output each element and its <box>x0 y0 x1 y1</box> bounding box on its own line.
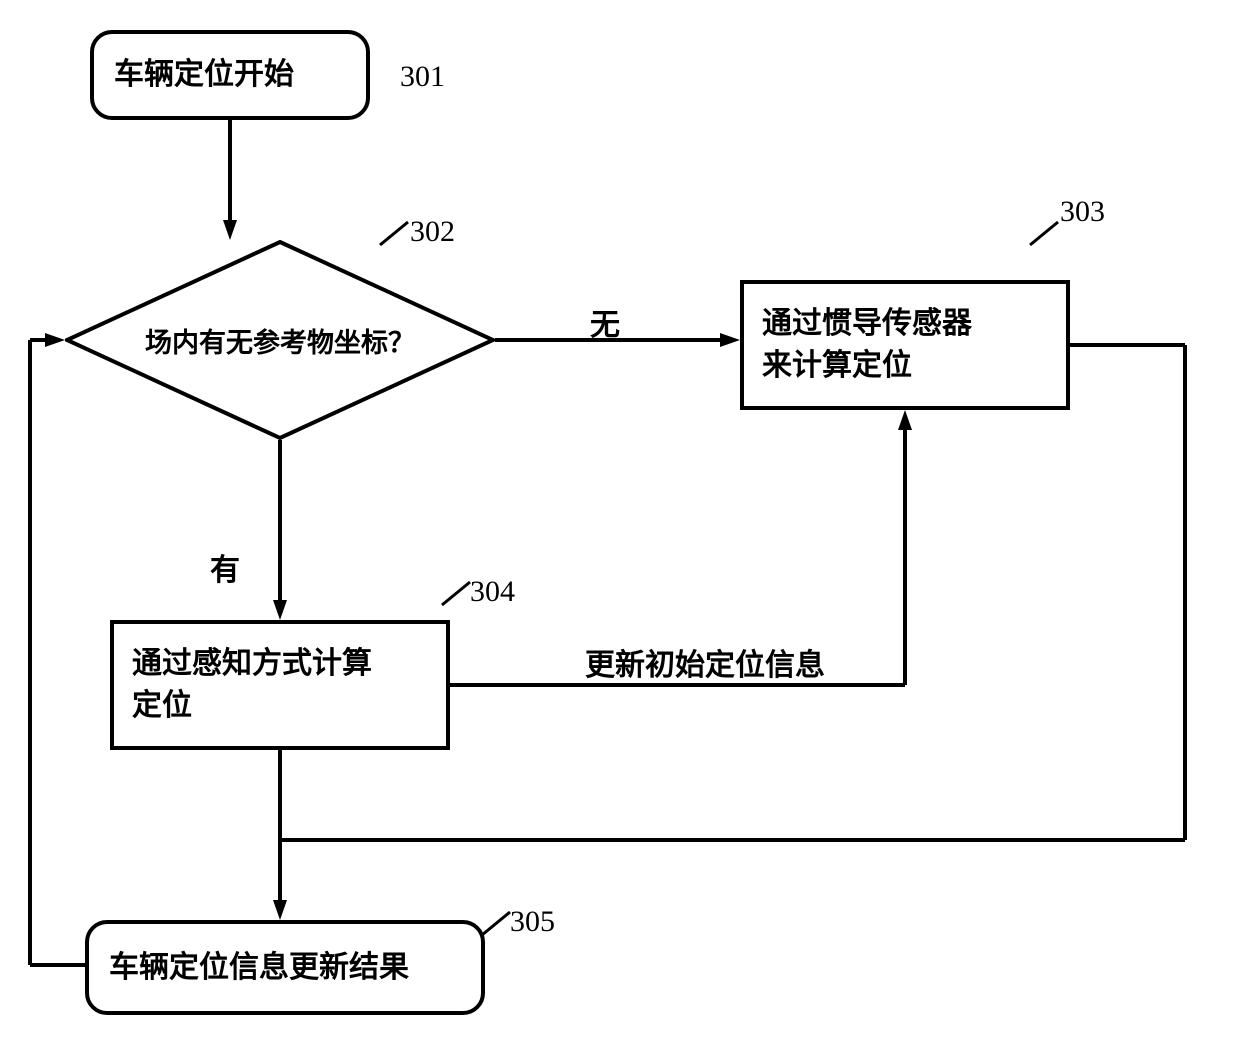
ref-305: 305 <box>510 905 555 939</box>
ref-304: 304 <box>470 575 515 609</box>
node-inertial: 通过惯导传感器 来计算定位 <box>740 280 1070 410</box>
edge-label-yes: 有 <box>210 545 240 589</box>
ref-302: 302 <box>410 215 455 249</box>
node-start: 车辆定位开始 <box>90 30 370 120</box>
node-inertial-text: 通过惯导传感器 来计算定位 <box>762 303 972 387</box>
node-result: 车辆定位信息更新结果 <box>85 920 485 1015</box>
edge-label-update-initial: 更新初始定位信息 <box>585 640 825 684</box>
edge-layer <box>0 0 1240 1059</box>
node-start-text: 车辆定位开始 <box>114 54 294 96</box>
ref-303: 303 <box>1060 195 1105 229</box>
node-perception-text: 通过感知方式计算 定位 <box>132 643 372 727</box>
node-decision: 场内有无参考物坐标？ <box>65 240 495 440</box>
node-decision-text: 场内有无参考物坐标？ <box>145 321 415 360</box>
edge-label-no: 无 <box>590 300 620 344</box>
flowchart-canvas: 车辆定位开始 301 场内有无参考物坐标？ 302 通过惯导传感器 来计算定位 … <box>0 0 1240 1059</box>
ref-301: 301 <box>400 60 445 94</box>
node-perception: 通过感知方式计算 定位 <box>110 620 450 750</box>
node-result-text: 车辆定位信息更新结果 <box>109 947 409 989</box>
